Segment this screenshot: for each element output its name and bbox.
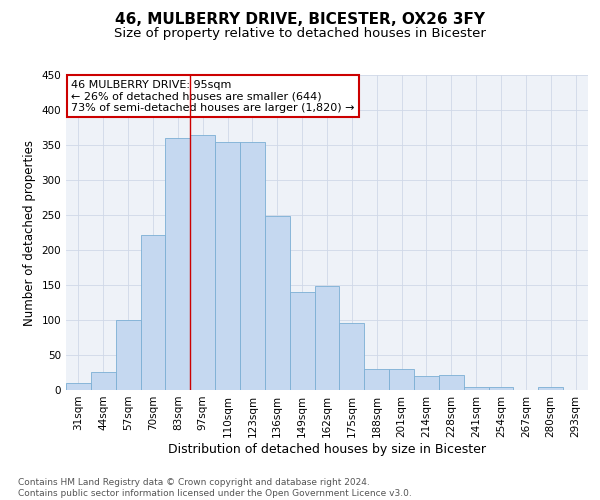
Text: 46 MULBERRY DRIVE: 95sqm
← 26% of detached houses are smaller (644)
73% of semi-: 46 MULBERRY DRIVE: 95sqm ← 26% of detach… <box>71 80 355 113</box>
Bar <box>389 369 414 390</box>
Bar <box>240 142 265 390</box>
Bar <box>340 323 364 390</box>
Bar <box>488 386 514 390</box>
Bar <box>66 383 91 390</box>
Bar <box>538 386 563 390</box>
Bar <box>290 292 314 390</box>
Bar <box>190 134 215 390</box>
Text: Size of property relative to detached houses in Bicester: Size of property relative to detached ho… <box>114 28 486 40</box>
Y-axis label: Number of detached properties: Number of detached properties <box>23 140 36 326</box>
Text: 46, MULBERRY DRIVE, BICESTER, OX26 3FY: 46, MULBERRY DRIVE, BICESTER, OX26 3FY <box>115 12 485 28</box>
Bar <box>215 142 240 390</box>
Bar <box>91 372 116 390</box>
Bar <box>265 216 290 390</box>
Bar <box>439 376 464 390</box>
Bar <box>314 286 340 390</box>
Bar <box>414 376 439 390</box>
Text: Contains HM Land Registry data © Crown copyright and database right 2024.
Contai: Contains HM Land Registry data © Crown c… <box>18 478 412 498</box>
X-axis label: Distribution of detached houses by size in Bicester: Distribution of detached houses by size … <box>168 442 486 456</box>
Bar <box>364 369 389 390</box>
Bar <box>166 138 190 390</box>
Bar <box>140 234 166 390</box>
Bar <box>464 386 488 390</box>
Bar <box>116 320 140 390</box>
